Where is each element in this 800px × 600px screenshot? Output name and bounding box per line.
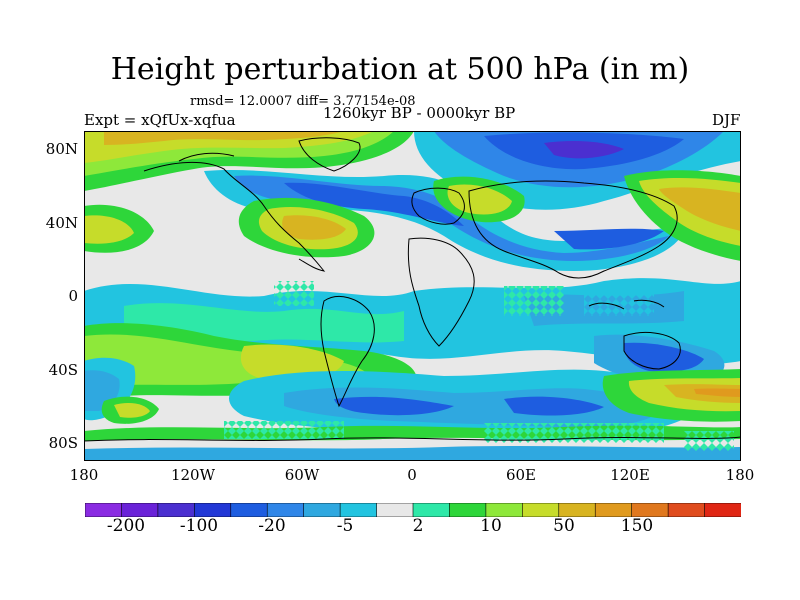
colorbar-swatch xyxy=(376,503,414,517)
colorbar-swatch xyxy=(339,503,378,517)
period-label: 1260kyr BP - 0000kyr BP xyxy=(323,104,516,122)
colorbar-label-neg200: -200 xyxy=(106,516,146,536)
map-title: Height perturbation at 500 hPa (in m) xyxy=(110,52,690,87)
lat-label-80n: 80N xyxy=(45,140,78,158)
colorbar-swatch xyxy=(631,503,669,517)
lon-label-60e: 60E xyxy=(505,466,537,484)
lon-label-120e: 120E xyxy=(610,466,650,484)
colorbar-swatch xyxy=(667,503,706,517)
lon-label-180w: 180 xyxy=(69,466,99,484)
map-frame xyxy=(84,131,741,461)
colorbar-swatch xyxy=(266,503,305,517)
colorbar-swatch xyxy=(230,503,269,517)
colorbar-swatch xyxy=(594,503,633,517)
lat-label-0: 0 xyxy=(68,287,78,305)
colorbar xyxy=(85,503,741,517)
colorbar-label-10: 10 xyxy=(480,516,502,536)
colorbar-swatch xyxy=(704,503,741,517)
colorbar-swatch xyxy=(121,503,159,517)
colorbar-swatch xyxy=(412,503,451,517)
colorbar-label-neg100: -100 xyxy=(179,516,219,536)
colorbar-swatch xyxy=(194,503,232,517)
lon-label-120w: 120W xyxy=(170,466,216,484)
colorbar-label-neg5: -5 xyxy=(336,516,354,536)
lat-label-40s: 40S xyxy=(48,361,78,379)
stats-subtitle: rmsd= 12.0007 diff= 3.77154e-08 xyxy=(190,94,416,109)
map-plot xyxy=(84,131,741,461)
colorbar-swatch xyxy=(485,503,524,517)
colorbar-swatch xyxy=(85,503,123,517)
lon-label-180e: 180 xyxy=(725,466,755,484)
field-layer xyxy=(84,131,741,461)
lon-label-0: 0 xyxy=(407,466,417,484)
season-label: DJF xyxy=(712,111,741,129)
colorbar-label-150: 150 xyxy=(620,516,654,536)
colorbar-label-2: 2 xyxy=(412,516,424,536)
colorbar-label-neg20: -20 xyxy=(258,516,286,536)
colorbar-swatch xyxy=(558,503,597,517)
colorbar-swatch xyxy=(303,503,341,517)
lat-label-80s: 80S xyxy=(48,434,78,452)
colorbar-swatch xyxy=(157,503,196,517)
colorbar-swatch xyxy=(522,503,560,517)
colorbar-label-50: 50 xyxy=(553,516,575,536)
lat-label-40n: 40N xyxy=(45,214,78,232)
colorbar-swatch xyxy=(449,503,487,517)
coastlines xyxy=(84,137,741,442)
lon-label-60w: 60W xyxy=(284,466,320,484)
experiment-label: Expt = xQfUx-xqfua xyxy=(84,111,236,129)
